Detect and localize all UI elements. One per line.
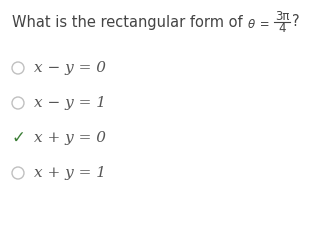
Text: 4: 4 [278, 22, 286, 35]
Text: ✓: ✓ [11, 129, 25, 147]
Text: ?: ? [292, 15, 300, 30]
Text: x + y = 1: x + y = 1 [34, 166, 106, 180]
Text: What is the rectangular form of: What is the rectangular form of [12, 15, 247, 30]
Text: x − y = 1: x − y = 1 [34, 96, 106, 110]
Text: 3π: 3π [275, 11, 289, 24]
Text: θ: θ [248, 18, 256, 31]
Text: =: = [257, 18, 274, 31]
Text: x − y = 0: x − y = 0 [34, 61, 106, 75]
Text: x + y = 0: x + y = 0 [34, 131, 106, 145]
